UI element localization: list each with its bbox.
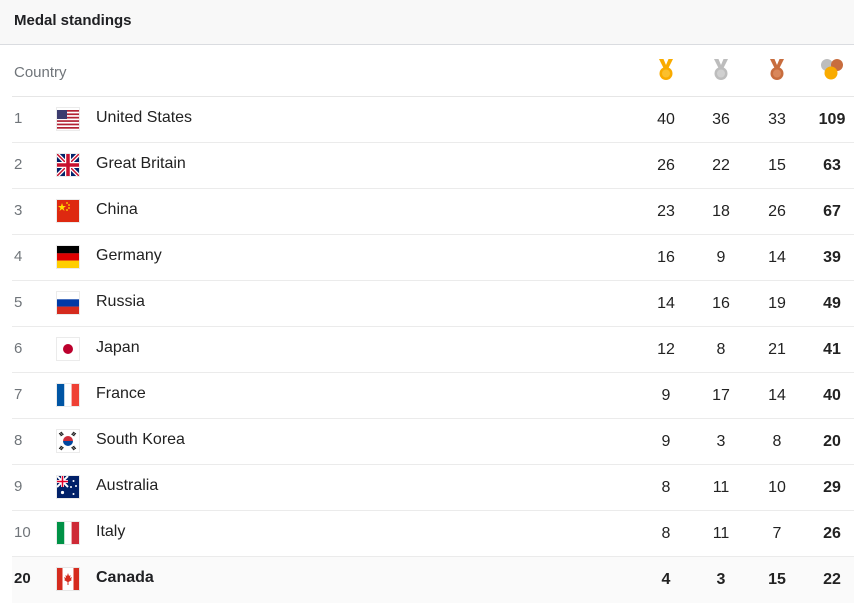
silver-count: 9 — [716, 249, 726, 266]
total-count: 40 — [823, 387, 841, 404]
table-row[interactable]: 10 Italy 8 11 7 26 — [12, 511, 854, 557]
bronze-count: 19 — [768, 295, 786, 312]
bronze-count: 26 — [768, 203, 786, 220]
bronze-count: 33 — [768, 111, 786, 128]
total-count: 109 — [818, 111, 846, 128]
table-row[interactable]: 9 Australia 8 11 10 29 — [12, 465, 854, 511]
flag-it-icon — [57, 522, 79, 544]
gold-count: 8 — [661, 479, 671, 496]
bronze-count: 14 — [768, 249, 786, 266]
table-row[interactable]: 6 Japan 12 8 21 41 — [12, 327, 854, 373]
gold-medal-icon — [654, 57, 678, 88]
rank: 20 — [14, 570, 31, 587]
total-count: 20 — [823, 433, 841, 450]
gold-count: 26 — [657, 157, 675, 174]
silver-count: 11 — [712, 525, 730, 542]
country-name[interactable]: France — [96, 385, 146, 402]
table-row[interactable]: 1 United States 40 36 33 109 — [12, 97, 854, 143]
gold-count: 40 — [657, 111, 675, 128]
table-row[interactable]: 8 South Korea 9 3 8 20 — [12, 419, 854, 465]
bronze-medal-icon — [765, 57, 789, 88]
country-name[interactable]: United States — [96, 109, 193, 126]
bronze-count: 14 — [768, 387, 786, 404]
flag-ru-icon — [57, 292, 79, 314]
bronze-count: 21 — [768, 341, 786, 358]
silver-count: 18 — [712, 203, 730, 220]
country-name[interactable]: Italy — [96, 523, 126, 540]
total-count: 49 — [823, 295, 841, 312]
flag-au-icon — [56, 475, 79, 498]
total-count: 67 — [823, 203, 841, 220]
gold-count: 23 — [657, 203, 675, 220]
rank: 3 — [14, 202, 23, 219]
gold-count: 9 — [661, 433, 671, 450]
page-title: Medal standings — [14, 11, 132, 29]
country-name[interactable]: Australia — [96, 477, 159, 494]
table-row[interactable]: 2 Great Britain 26 22 15 63 — [12, 143, 854, 189]
gold-count: 16 — [657, 249, 675, 266]
rank: 7 — [14, 386, 23, 403]
rank: 6 — [14, 340, 23, 357]
gold-count: 8 — [661, 525, 671, 542]
gold-count: 14 — [657, 295, 675, 312]
total-count: 29 — [823, 479, 841, 496]
country-name[interactable]: China — [96, 201, 138, 218]
silver-count: 16 — [712, 295, 730, 312]
rank: 10 — [14, 524, 31, 541]
flag-de-icon — [57, 246, 79, 268]
bronze-count: 15 — [768, 571, 786, 588]
total-count: 63 — [823, 157, 841, 174]
flag-cn-icon — [57, 200, 79, 222]
flag-ca-icon — [57, 568, 79, 590]
silver-medal-icon — [709, 57, 733, 88]
silver-count: 8 — [716, 341, 726, 358]
table-row[interactable]: 5 Russia 14 16 19 49 — [12, 281, 854, 327]
silver-count: 17 — [712, 387, 730, 404]
total-count: 22 — [823, 571, 841, 588]
flag-fr-icon — [57, 384, 79, 406]
country-name[interactable]: South Korea — [96, 431, 185, 448]
gold-count: 12 — [657, 341, 675, 358]
silver-count: 22 — [712, 157, 730, 174]
country-name[interactable]: Japan — [96, 339, 140, 356]
rank: 8 — [14, 432, 23, 449]
silver-count: 36 — [712, 111, 730, 128]
column-header-row: Country — [12, 45, 854, 97]
flag-jp-icon — [57, 338, 79, 360]
rank: 1 — [14, 110, 23, 127]
rank: 9 — [14, 478, 23, 495]
gold-count: 4 — [661, 571, 671, 588]
country-name[interactable]: Canada — [96, 569, 154, 586]
country-name[interactable]: Germany — [96, 247, 162, 264]
country-name[interactable]: Russia — [96, 293, 145, 310]
silver-count: 11 — [712, 479, 730, 496]
flag-kr-icon — [57, 430, 79, 452]
rank: 5 — [14, 294, 23, 311]
silver-count: 3 — [716, 433, 726, 450]
silver-count: 3 — [716, 571, 726, 588]
bronze-count: 15 — [768, 157, 786, 174]
table-row[interactable]: 4 Germany 16 9 14 39 — [12, 235, 854, 281]
total-medals-icon — [818, 57, 846, 88]
gold-count: 9 — [661, 387, 671, 404]
table-row[interactable]: 7 France 9 17 14 40 — [12, 373, 854, 419]
flag-gb-icon — [55, 152, 81, 178]
bronze-count: 7 — [772, 525, 782, 542]
bronze-count: 8 — [772, 433, 782, 450]
total-count: 26 — [823, 525, 841, 542]
table-row[interactable]: 3 China 23 18 26 67 — [12, 189, 854, 235]
country-column-header: Country — [14, 64, 67, 81]
rank: 4 — [14, 248, 23, 265]
rank: 2 — [14, 156, 23, 173]
country-name[interactable]: Great Britain — [96, 155, 186, 172]
bronze-count: 10 — [768, 479, 786, 496]
total-count: 39 — [823, 249, 841, 266]
medal-table: 1 United States 40 36 33 109 2 — [12, 97, 854, 603]
total-count: 41 — [823, 341, 841, 358]
standings-header: Medal standings — [0, 0, 854, 45]
table-row-highlighted[interactable]: 20 Canada 4 3 15 22 — [12, 557, 854, 603]
flag-us-icon — [57, 108, 79, 130]
